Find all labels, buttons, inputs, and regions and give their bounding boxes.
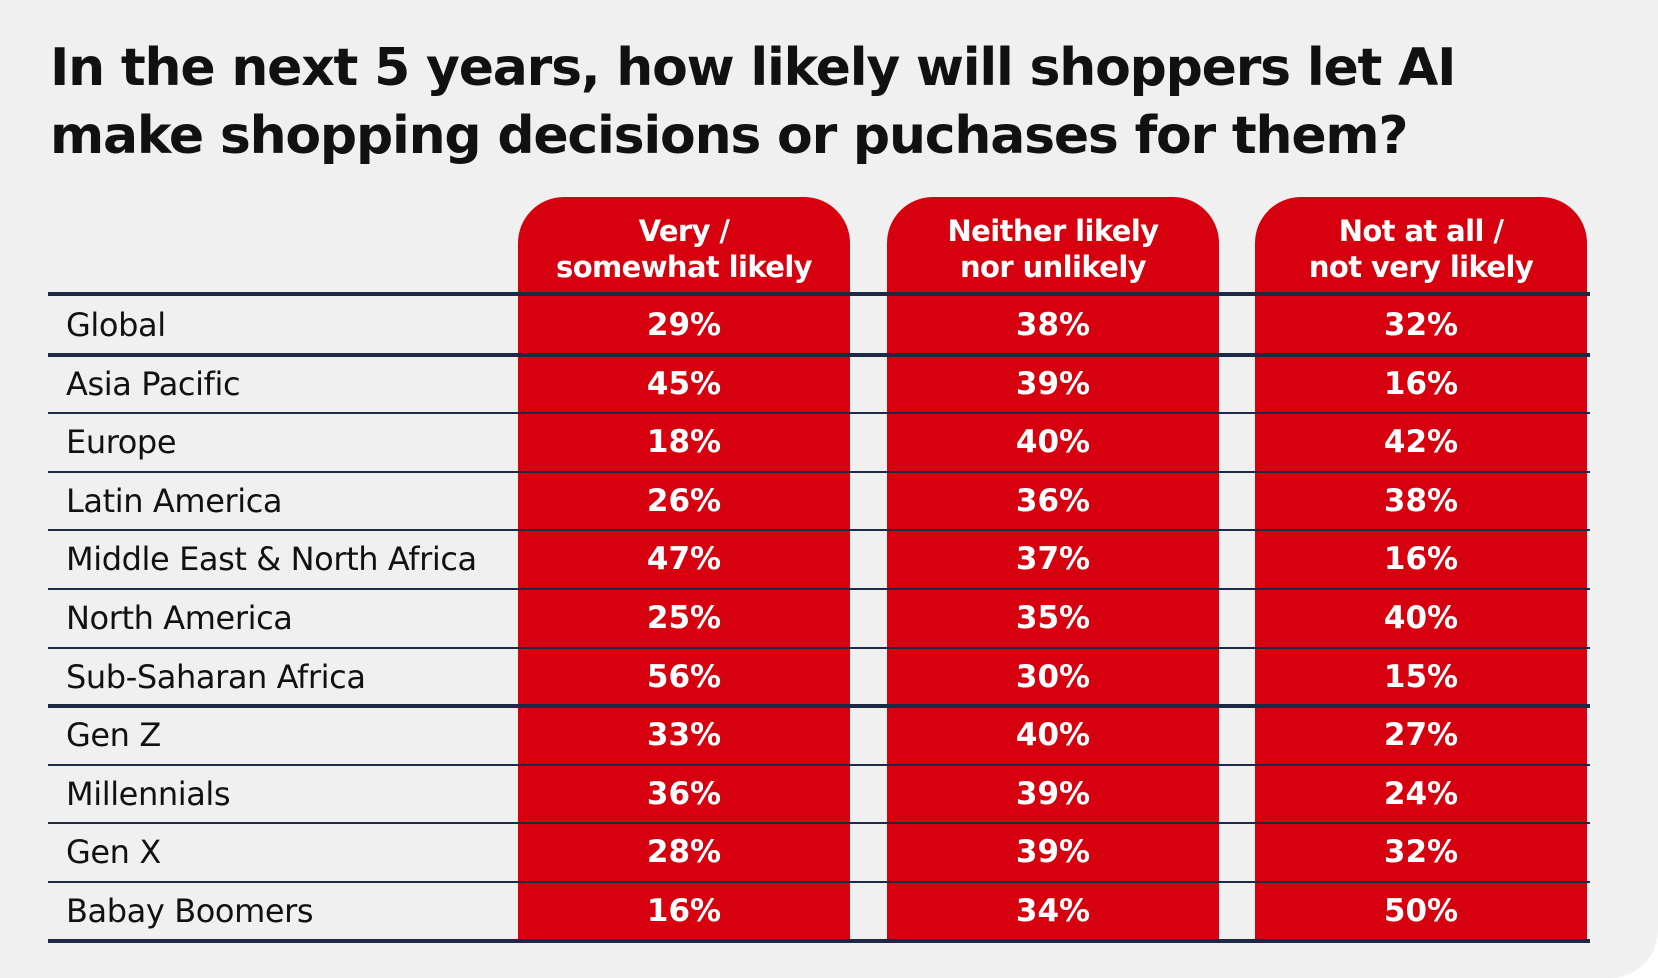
column-header-3-line-2: not very likely xyxy=(1308,250,1534,284)
cell-value: 39% xyxy=(1015,365,1091,402)
cell-value: 18% xyxy=(646,424,722,461)
cell-value: 33% xyxy=(646,717,722,754)
table-row: Global 29% 38% 32% xyxy=(48,296,1590,354)
column-header-2-line-2: nor unlikely xyxy=(960,250,1147,284)
row-label: Babay Boomers xyxy=(66,892,314,930)
row-rule xyxy=(48,588,1590,590)
cell-value: 25% xyxy=(646,600,722,636)
cell-value: 26% xyxy=(646,482,722,519)
table-row: Babay Boomers 16% 34% 50% xyxy=(48,882,1590,940)
column-header-3-line-1: Not at all / xyxy=(1338,214,1504,248)
table-row: Europe 18% 40% 42% xyxy=(48,413,1590,471)
column-header-1: Very / somewhat likely xyxy=(518,212,850,286)
column-header-2-line-1: Neither likely xyxy=(947,214,1160,248)
cell-value: 39% xyxy=(1015,775,1091,812)
group-rule xyxy=(48,938,1590,943)
column-header-1-line-1: Very / xyxy=(638,214,730,248)
chart-title-line-1: In the next 5 years, how likely will sho… xyxy=(50,38,1456,98)
table-row: North America 25% 35% 40% xyxy=(48,589,1590,647)
table-row: Millennials 36% 39% 24% xyxy=(48,765,1590,823)
header-rule xyxy=(48,292,1590,296)
column-background-3 xyxy=(1255,197,1587,943)
cell-value: 35% xyxy=(1015,600,1091,636)
row-label: Asia Pacific xyxy=(66,364,241,403)
table-row: Sub-Saharan Africa 56% 30% 15% xyxy=(48,648,1590,706)
cell-value: 56% xyxy=(646,658,722,695)
cell-value: 32% xyxy=(1383,307,1459,343)
table-row: Latin America 26% 36% 38% xyxy=(48,472,1590,530)
row-label: Global xyxy=(66,306,166,344)
column-background-1 xyxy=(518,197,850,943)
group-rule xyxy=(48,352,1590,357)
chart-title: In the next 5 years, how likely will sho… xyxy=(50,34,1550,170)
cell-value: 38% xyxy=(1383,482,1459,519)
cell-value: 40% xyxy=(1383,600,1459,636)
cell-value: 28% xyxy=(646,834,722,871)
cell-value: 24% xyxy=(1383,775,1459,812)
row-label: North America xyxy=(66,599,293,637)
cell-value: 36% xyxy=(1015,482,1091,519)
cell-value: 36% xyxy=(646,775,722,812)
row-label: Gen X xyxy=(66,833,161,872)
row-rule xyxy=(48,763,1590,766)
cell-value: 47% xyxy=(646,541,722,578)
cell-value: 15% xyxy=(1383,658,1459,695)
cell-value: 38% xyxy=(1015,307,1091,343)
row-rule xyxy=(48,881,1590,883)
column-background-2 xyxy=(887,197,1219,943)
cell-value: 34% xyxy=(1015,893,1091,929)
cell-value: 16% xyxy=(1383,541,1459,578)
row-label: Middle East & North Africa xyxy=(66,540,477,579)
row-label: Millennials xyxy=(66,774,231,813)
cell-value: 50% xyxy=(1383,893,1459,929)
row-rule xyxy=(48,529,1590,532)
table-row: Middle East & North Africa 47% 37% 16% xyxy=(48,530,1590,588)
row-label: Latin America xyxy=(66,481,283,520)
row-rule xyxy=(48,412,1590,415)
row-rule xyxy=(48,470,1590,473)
column-header-2: Neither likely nor unlikely xyxy=(887,212,1219,286)
table-row: Asia Pacific 45% 39% 16% xyxy=(48,355,1590,413)
row-rule xyxy=(48,646,1590,649)
cell-value: 29% xyxy=(646,307,722,343)
chart-title-line-2: make shopping decisions or puchases for … xyxy=(50,106,1409,166)
row-label: Gen Z xyxy=(66,716,161,755)
cell-value: 30% xyxy=(1015,658,1091,695)
cell-value: 42% xyxy=(1383,424,1459,461)
group-rule xyxy=(48,704,1590,709)
table-row: Gen Z 33% 40% 27% xyxy=(48,706,1590,764)
cell-value: 40% xyxy=(1015,424,1091,461)
column-header-3: Not at all / not very likely xyxy=(1255,212,1587,286)
cell-value: 39% xyxy=(1015,834,1091,871)
cell-value: 37% xyxy=(1015,541,1091,578)
table-row: Gen X 28% 39% 32% xyxy=(48,823,1590,881)
cell-value: 32% xyxy=(1383,834,1459,871)
cell-value: 40% xyxy=(1015,717,1091,754)
row-label: Sub-Saharan Africa xyxy=(66,657,366,696)
cell-value: 45% xyxy=(646,365,722,402)
column-header-1-line-2: somewhat likely xyxy=(556,250,813,284)
row-rule xyxy=(48,822,1590,825)
cell-value: 16% xyxy=(1383,365,1459,402)
cell-value: 16% xyxy=(646,893,722,929)
row-label: Europe xyxy=(66,423,177,462)
cell-value: 27% xyxy=(1383,717,1459,754)
